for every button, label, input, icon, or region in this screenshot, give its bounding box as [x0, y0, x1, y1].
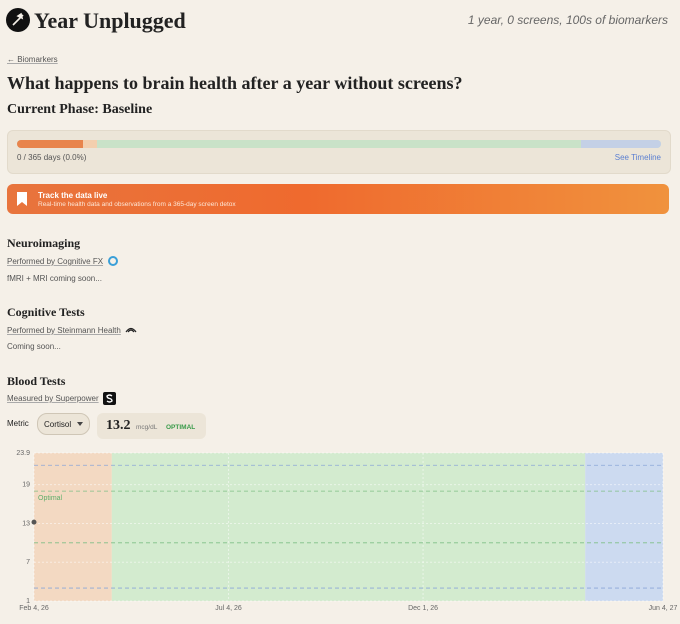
annotation: Optimal [38, 495, 63, 502]
y-tick-label: 23.9 [16, 450, 30, 457]
banner[interactable]: Track the data live Real-time health dat… [7, 184, 669, 214]
section-note: fMRI + MRI coming soon... [7, 274, 102, 283]
banner-title: Track the data live [38, 191, 108, 200]
banner-icon [17, 192, 27, 206]
section-title: Cognitive Tests [7, 305, 85, 319]
section-note: Coming soon... [7, 342, 61, 351]
phase: Current Phase: Baseline [7, 102, 153, 117]
unit: mcg/dL [136, 424, 158, 431]
tagline: 1 year, 0 screens, 100s of biomarkers [467, 13, 668, 27]
provider-icon [108, 256, 118, 266]
phase-band [585, 453, 663, 601]
progress-bar [17, 140, 661, 148]
metric-value: Cortisol [44, 420, 72, 429]
provider-icon [103, 392, 116, 405]
provider[interactable]: Performed by Cognitive FX [7, 257, 104, 266]
y-tick-label: 1 [26, 598, 30, 605]
x-tick-label: Dec 1, 26 [408, 605, 438, 612]
chart: 1 7 13 19 23.9 Feb 4, 26 Jul 4, 26 Dec 1, 26 Jun… [16, 450, 678, 612]
metric-select[interactable]: Cortisol [37, 413, 90, 435]
x-tick-label: Jul 4, 26 [215, 605, 242, 612]
timeline-link[interactable]: See Timeline [614, 153, 661, 162]
x-tick-label: Jun 4, 27 [649, 605, 678, 612]
progress-card: 0 / 365 days (0.0%) See Timeline [7, 130, 671, 174]
data-point [31, 519, 37, 525]
y-tick-label: 13 [22, 520, 30, 527]
section-title: Blood Tests [7, 374, 66, 388]
provider[interactable]: Performed by Steinmann Health [7, 326, 121, 335]
status: OPTIMAL [166, 424, 196, 431]
reading: 13.2 [106, 418, 131, 433]
brand[interactable]: Year Unplugged [34, 8, 186, 33]
provider[interactable]: Measured by Superpower [7, 394, 99, 403]
provider-icon [125, 327, 137, 333]
dropdown-arrow [77, 422, 83, 426]
progress-text: 0 / 365 days (0.0%) [17, 153, 87, 162]
logo [6, 8, 30, 32]
phase-band [111, 453, 586, 601]
section-title: Neuroimaging [7, 236, 81, 250]
reading-card: 13.2 mcg/dL OPTIMAL [97, 413, 206, 439]
x-tick-label: Feb 4, 26 [19, 605, 49, 612]
phase-band [34, 453, 112, 601]
breadcrumb[interactable]: ← Biomarkers [7, 55, 58, 64]
y-tick-label: 7 [26, 559, 30, 566]
y-tick-label: 19 [22, 482, 30, 489]
metric-label: Metric [7, 419, 29, 428]
banner-subtitle: Real-time health data and observations f… [38, 201, 236, 208]
page-title: What happens to brain health after a yea… [7, 73, 463, 93]
